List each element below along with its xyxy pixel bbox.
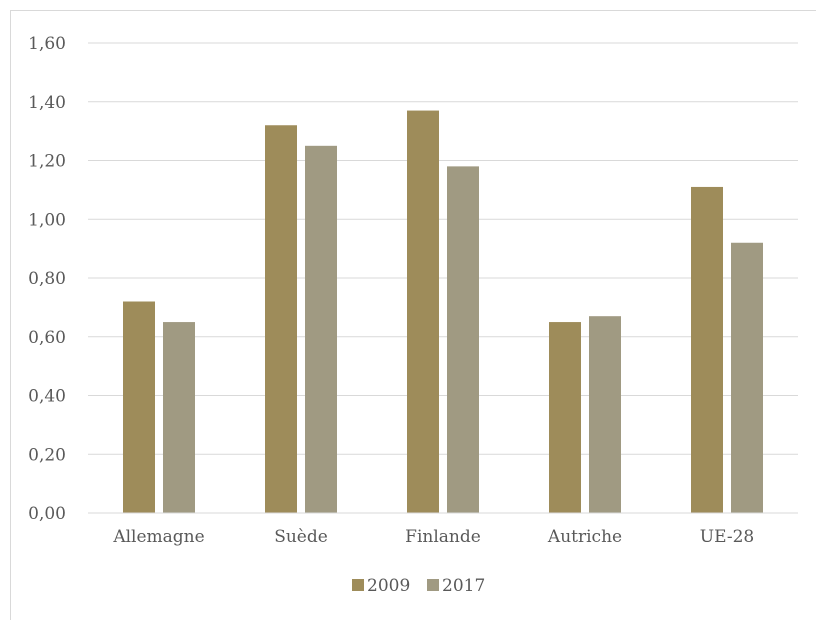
bar-2009-0 — [123, 301, 155, 513]
legend: 2009 2017 — [352, 576, 485, 596]
bar-2009-1 — [265, 125, 297, 513]
x-tick-label: UE-28 — [700, 527, 754, 547]
bar-2017-0 — [163, 322, 195, 513]
y-tick-label: 1,00 — [28, 210, 66, 230]
bar-2009-3 — [549, 322, 581, 513]
y-tick-label: 0,20 — [28, 445, 66, 465]
bar-2017-1 — [305, 145, 337, 513]
y-tick-label: 0,60 — [28, 328, 66, 348]
legend-swatch — [352, 579, 364, 591]
bar-2009-4 — [691, 186, 723, 513]
legend-label: 2009 — [367, 576, 410, 596]
bar-2017-3 — [589, 316, 621, 513]
x-tick-label: Suède — [274, 527, 328, 547]
legend-swatch — [427, 579, 439, 591]
bars — [123, 110, 763, 513]
bar-2017-2 — [447, 166, 479, 513]
y-tick-label: 0,40 — [28, 387, 66, 407]
legend-label: 2017 — [442, 576, 485, 596]
y-tick-label: 0,00 — [28, 504, 66, 524]
x-tick-label: Allemagne — [112, 527, 204, 547]
gridlines — [88, 42, 798, 455]
x-tick-label: Autriche — [547, 527, 622, 547]
y-axis-ticks: 0,00 0,20 0,40 0,60 0,80 1,00 1,20 1,40 1,60 — [28, 34, 66, 524]
y-tick-label: 1,40 — [28, 93, 66, 113]
x-tick-label: Finlande — [405, 527, 481, 547]
bar-2017-4 — [731, 242, 763, 513]
y-tick-label: 1,60 — [28, 34, 66, 54]
y-tick-label: 0,80 — [28, 269, 66, 289]
bar-2009-2 — [407, 110, 439, 513]
y-tick-label: 1,20 — [28, 152, 66, 172]
x-axis-ticks: Allemagne Suède Finlande Autriche UE-28 — [112, 527, 754, 547]
